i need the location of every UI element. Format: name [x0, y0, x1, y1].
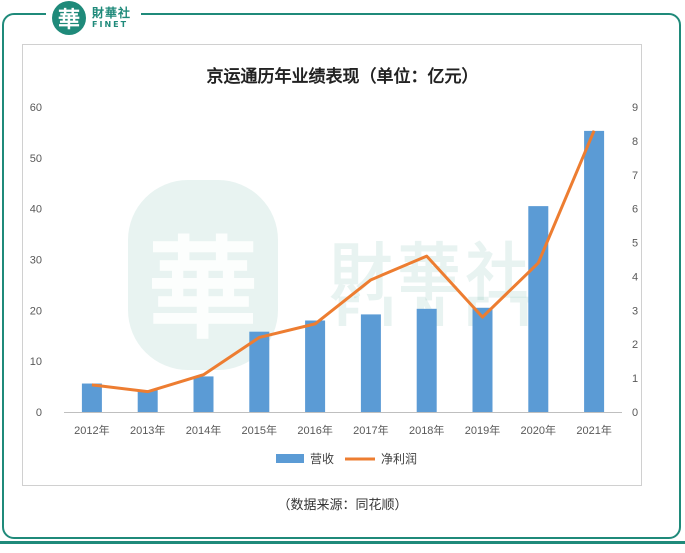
y-left-tick-label: 0: [36, 407, 42, 419]
y-right-tick-label: 9: [632, 102, 638, 114]
x-tick-label: 2016年: [297, 423, 332, 437]
legend-swatch-bar: [276, 454, 304, 463]
y-left-tick-label: 40: [30, 204, 42, 216]
chart-title: 京运通历年业绩表现（单位：亿元）: [206, 67, 479, 87]
logo-name-en: FINET: [92, 20, 129, 29]
bar: [193, 376, 214, 412]
y-left-tick-label: 50: [30, 153, 42, 165]
y-right-tick-label: 5: [632, 238, 638, 250]
finet-logo: 華 財華社 FINET: [46, 0, 142, 36]
y-left-tick-label: 20: [30, 305, 42, 317]
y-right-tick-label: 7: [632, 170, 638, 182]
y-left-tick-label: 10: [30, 356, 42, 368]
x-tick-label: 2018年: [409, 423, 444, 437]
y-right-tick-label: 8: [632, 136, 638, 148]
y-right-tick-label: 4: [632, 271, 638, 283]
legend-label-line: 净利润: [381, 452, 417, 466]
watermark-name-cn: 財華社: [330, 236, 535, 309]
y-right-tick-label: 1: [632, 373, 638, 385]
x-tick-label: 2017年: [353, 423, 388, 437]
bar: [472, 307, 493, 412]
outer-frame: [2, 13, 681, 539]
y-right-tick-label: 2: [632, 339, 638, 351]
bar: [249, 331, 270, 412]
bar: [305, 320, 326, 412]
x-tick-label: 2020年: [521, 423, 556, 437]
logo-seal-icon: 華: [52, 1, 86, 35]
watermark-seal-char: 華: [148, 225, 258, 354]
bar: [81, 383, 102, 412]
y-right-tick-label: 0: [632, 407, 638, 419]
line-series: [91, 130, 596, 394]
x-tick-label: 2013年: [130, 423, 165, 437]
logo-text: 財華社 FINET: [92, 7, 131, 29]
source-note: （数据来源：同花顺）: [277, 498, 408, 513]
bar: [137, 390, 158, 412]
y-right-tick-label: 6: [632, 204, 638, 216]
x-tick-label: 2019年: [465, 423, 500, 437]
x-tick-label: 2012年: [74, 423, 109, 437]
bar: [360, 314, 381, 412]
y-right-tick-label: 3: [632, 305, 638, 317]
logo-name-cn: 財華社: [92, 6, 132, 20]
bottom-stripe: [0, 541, 685, 553]
x-tick-label: 2014年: [186, 423, 221, 437]
x-tick-label: 2015年: [242, 423, 277, 437]
x-tick-label: 2021年: [576, 423, 611, 437]
bar: [584, 130, 605, 412]
bar: [416, 308, 437, 412]
y-left-tick-label: 60: [30, 102, 42, 114]
legend-label-bar: 营收: [310, 452, 334, 466]
y-left-tick-label: 30: [30, 255, 42, 267]
bar: [528, 206, 549, 412]
